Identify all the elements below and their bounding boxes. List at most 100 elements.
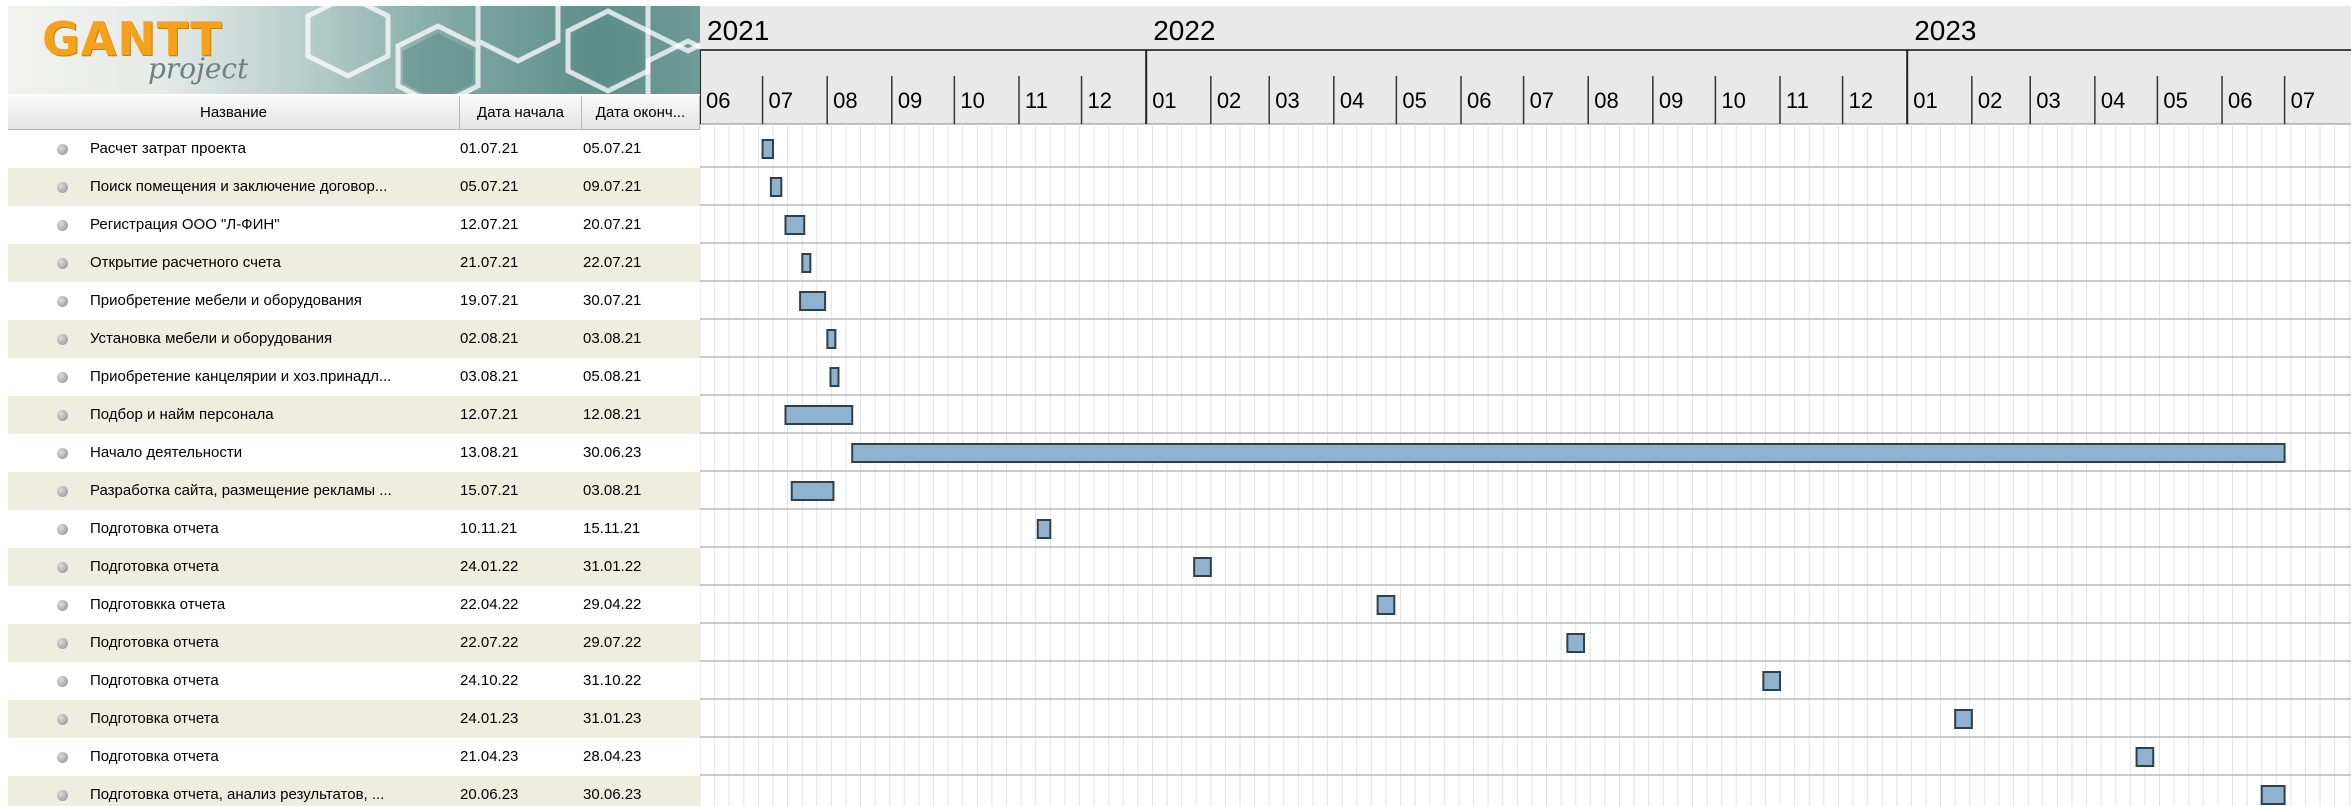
task-name: Поиск помещения и заключение договор... [90, 178, 388, 195]
task-row[interactable]: Приобретение мебели и оборудования 19.07.… [8, 282, 700, 320]
task-bullet-icon [57, 448, 68, 459]
month-label: 03 [1275, 88, 1299, 113]
task-start-date: 20.06.23 [460, 786, 519, 803]
task-end-date: 03.08.21 [583, 330, 642, 347]
task-name: Подготовка отчета [90, 558, 219, 575]
task-bar[interactable] [1954, 709, 1973, 729]
task-end-date: 30.07.21 [583, 292, 642, 309]
task-start-date: 12.07.21 [460, 216, 519, 233]
month-label: 08 [1594, 88, 1618, 113]
task-row[interactable]: Подготовка отчета, анализ результатов, .… [8, 776, 700, 806]
task-bar[interactable] [851, 443, 2286, 463]
task-bullet-icon [57, 220, 68, 231]
task-bullet-icon [57, 752, 68, 763]
month-label: 03 [2036, 88, 2060, 113]
task-end-date: 30.06.23 [583, 786, 642, 803]
task-row[interactable]: Начало деятельности 13.08.21 30.06.23 [8, 434, 700, 472]
task-bullet-icon [57, 410, 68, 421]
task-row[interactable]: Подготовка отчета 24.10.22 31.10.22 [8, 662, 700, 700]
month-label: 09 [898, 88, 922, 113]
task-start-date: 22.07.22 [460, 634, 519, 651]
task-bar[interactable] [826, 329, 837, 349]
task-row[interactable]: Подготовка отчета 21.04.23 28.04.23 [8, 738, 700, 776]
task-name: Подготовка отчета [90, 672, 219, 689]
task-bullet-icon [57, 638, 68, 649]
month-label: 07 [1530, 88, 1554, 113]
task-bar[interactable] [769, 177, 783, 197]
task-bar[interactable] [790, 481, 835, 501]
task-bullet-icon [57, 714, 68, 725]
month-label: 09 [1659, 88, 1683, 113]
task-bar[interactable] [2135, 747, 2155, 767]
task-bar[interactable] [784, 215, 806, 235]
task-end-date: 30.06.23 [583, 444, 642, 461]
task-row[interactable]: Подготовка отчета 24.01.22 31.01.22 [8, 548, 700, 586]
task-row[interactable]: Подбор и найм персонала 12.07.21 12.08.21 [8, 396, 700, 434]
task-bar[interactable] [1193, 557, 1212, 577]
month-label: 04 [1340, 88, 1364, 113]
year-label: 2023 [1914, 15, 1976, 46]
task-row[interactable]: Открытие расчетного счета 21.07.21 22.07.2… [8, 244, 700, 282]
task-row[interactable]: Поиск помещения и заключение договор... 0… [8, 168, 700, 206]
task-start-date: 10.11.21 [460, 520, 518, 537]
month-label: 10 [960, 88, 984, 113]
ganttproject-logo: GANTT project [8, 6, 700, 94]
task-bar[interactable] [1566, 633, 1586, 653]
task-start-date: 12.07.21 [460, 406, 519, 423]
month-label: 07 [2291, 88, 2315, 113]
task-start-date: 24.10.22 [460, 672, 519, 689]
task-bullet-icon [57, 790, 68, 801]
task-bullet-icon [57, 600, 68, 611]
task-row[interactable]: Подготовка отчета 22.07.22 29.07.22 [8, 624, 700, 662]
task-end-date: 31.10.22 [583, 672, 642, 689]
month-label: 04 [2101, 88, 2125, 113]
task-end-date: 03.08.21 [583, 482, 642, 499]
task-row[interactable]: Установка мебели и оборудования 02.08.21 0… [8, 320, 700, 358]
month-label: 02 [1217, 88, 1241, 113]
task-end-date: 12.08.21 [583, 406, 642, 423]
task-bar[interactable] [761, 139, 774, 159]
task-bullet-icon [57, 258, 68, 269]
month-label: 11 [1786, 88, 1809, 113]
task-row[interactable]: Приобретение канцелярии и хоз.принадл...… [8, 358, 700, 396]
task-row[interactable]: Подготовка отчета 24.01.23 31.01.23 [8, 700, 700, 738]
task-start-date: 05.07.21 [460, 178, 519, 195]
task-bar[interactable] [1376, 595, 1396, 615]
column-header-start[interactable]: Дата начала [460, 96, 582, 130]
task-end-date: 05.07.21 [583, 140, 642, 157]
task-bar[interactable] [801, 253, 812, 273]
task-name: Подготовка отчета, анализ результатов, .… [90, 786, 385, 803]
task-start-date: 21.07.21 [460, 254, 519, 271]
column-header-end[interactable]: Дата оконч... [582, 96, 700, 130]
task-row[interactable]: Подготовка отчета 10.11.21 15.11.21 [8, 510, 700, 548]
month-label: 02 [1978, 88, 2002, 113]
task-bar[interactable] [784, 405, 854, 425]
task-name: Приобретение мебели и оборудования [90, 292, 362, 309]
task-end-date: 28.04.23 [583, 748, 642, 765]
month-label: 06 [2228, 88, 2252, 113]
task-row[interactable]: Подготовкка отчета 22.04.22 29.04.22 [8, 586, 700, 624]
task-bar[interactable] [1036, 519, 1052, 539]
task-name: Подготовка отчета [90, 710, 219, 727]
task-bar[interactable] [799, 291, 827, 311]
task-name: Расчет затрат проекта [90, 140, 246, 157]
month-label: 05 [1402, 88, 1426, 113]
task-start-date: 24.01.22 [460, 558, 519, 575]
task-start-date: 22.04.22 [460, 596, 519, 613]
task-name: Открытие расчетного счета [90, 254, 281, 271]
task-row[interactable]: Регистрация ООО "Л-ФИН" 12.07.21 20.07.21 [8, 206, 700, 244]
task-list: Расчет затрат проекта 01.07.21 05.07.21 Пои… [8, 130, 700, 806]
task-end-date: 31.01.23 [583, 710, 642, 727]
task-row[interactable]: Разработка сайта, размещение рекламы ...… [8, 472, 700, 510]
task-bar[interactable] [1762, 671, 1782, 691]
gantt-chart-panel: 06 07 08 09 10 11 12 01 02 03 04 05 06 07 08 09 10 11 12 01… [700, 6, 2351, 806]
column-header-name[interactable]: Название [8, 96, 460, 130]
task-row[interactable]: Расчет затрат проекта 01.07.21 05.07.21 [8, 130, 700, 168]
task-bar[interactable] [829, 367, 840, 387]
task-end-date: 15.11.21 [583, 520, 641, 537]
month-label: 01 [1152, 88, 1176, 113]
task-bar[interactable] [2260, 785, 2286, 805]
month-label: 01 [1913, 88, 1937, 113]
task-start-date: 01.07.21 [460, 140, 519, 157]
gantt-chart: 06 07 08 09 10 11 12 01 02 03 04 05 06 07 08 09 10 11 12 01… [700, 6, 2351, 806]
